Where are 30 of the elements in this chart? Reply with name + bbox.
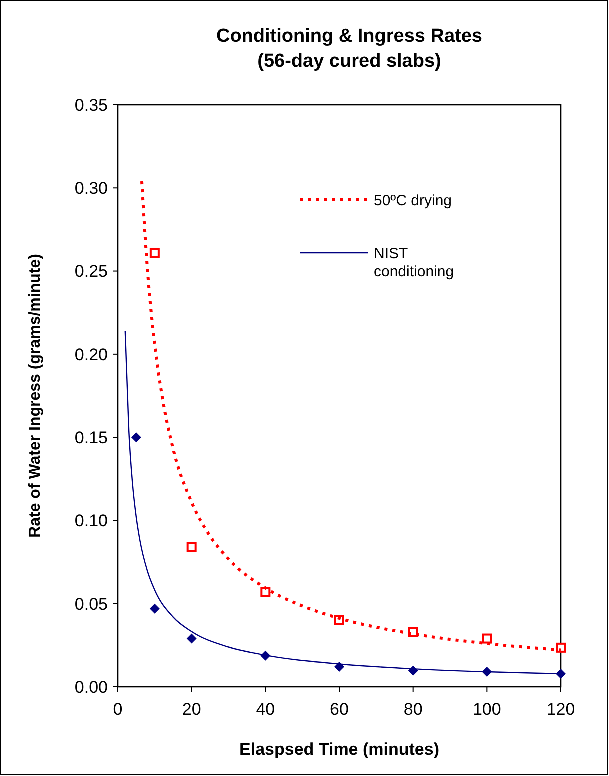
point — [150, 604, 160, 614]
x-tick-label: 0 — [113, 700, 123, 719]
point — [186, 542, 197, 552]
y-tick-label: 0.00 — [74, 678, 108, 697]
x-tick-label: 100 — [472, 700, 502, 719]
x-tick-label: 20 — [182, 700, 202, 719]
y-tick-label: 0.20 — [74, 345, 108, 364]
y-tick-label: 0.05 — [74, 594, 108, 614]
point — [150, 248, 160, 258]
x-tick-label: 80 — [404, 700, 423, 719]
x-tick-label: 40 — [256, 700, 276, 719]
y-tick-label: 0.30 — [74, 179, 108, 198]
x-tick-label: 120 — [546, 700, 576, 719]
x-axis-title: Elaspsed Time (minutes) — [240, 740, 440, 759]
y-tick-label: 0.15 — [74, 428, 108, 448]
legend-label: NIST conditioning — [374, 245, 454, 280]
point — [556, 642, 566, 653]
x-tick-label: 60 — [330, 700, 349, 719]
point — [556, 669, 566, 680]
point — [334, 662, 344, 672]
y-axis-title: Rate of Water Ingress (grams/minute) — [27, 254, 44, 538]
point — [186, 634, 197, 644]
chart-title: Conditioning & Ingress Rates (56-day cured slabs) — [216, 26, 483, 72]
y-tick-label: 0.25 — [74, 262, 108, 282]
y-tick-label: 0.35 — [74, 96, 108, 115]
point — [260, 587, 271, 598]
point — [131, 432, 142, 443]
point — [482, 634, 492, 644]
legend-label: 50ºC drying — [374, 192, 452, 210]
y-tick-label: 0.10 — [74, 512, 108, 531]
